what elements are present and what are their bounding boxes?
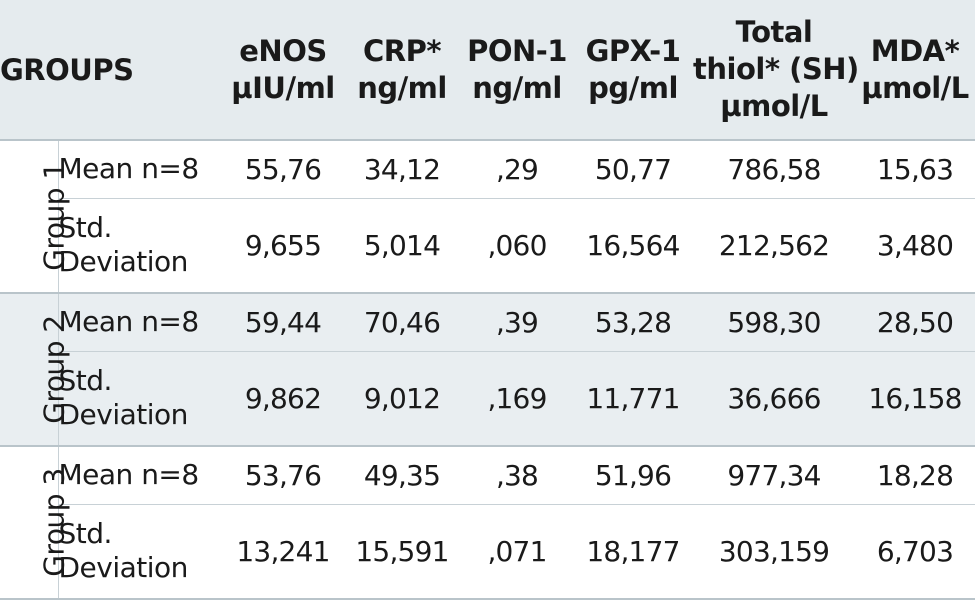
column-header-line: CRP* [362,33,442,68]
table-row: Std. Deviation 9,655 5,014 ,060 16,564 2… [0,198,975,293]
table-row: Std. Deviation 13,241 15,591 ,071 18,177… [0,504,975,599]
group-label-cell: Group 2 [0,293,71,446]
std-label-line: Std. [58,364,113,398]
group-label: Group 1 [37,162,71,271]
group-2-block: Group 2 Mean n=8 59,44 70,46 ,39 53,28 5… [0,293,975,446]
table-cell: ,071 [487,534,547,568]
table-cell: 16,158 [868,381,962,415]
table-cell: 50,77 [573,140,694,199]
table-cell: 786,58 [693,140,856,199]
std-label-line: Std. [58,517,113,551]
table-cell: 212,562 [718,228,830,262]
column-header-line: thiol* (SH) [693,52,859,86]
column-header-line: MDA* [870,33,960,68]
std-label-line: Std. [58,211,113,245]
column-header-unit: µmol/L [861,70,969,105]
table-row: Group 2 Mean n=8 59,44 70,46 ,39 53,28 5… [0,293,975,446]
std-label-line: Deviation [58,245,189,279]
table-cell: 28,50 [855,293,975,352]
mean-label: Mean n=8 [58,293,224,352]
column-header-line: PON-1 [467,33,567,68]
table-cell: 16,564 [586,228,680,262]
table-cell: 53,28 [573,293,694,352]
groups-header: GROUPS [0,52,134,87]
std-label-line: Deviation [58,551,189,585]
table-cell: 9,655 [244,228,322,262]
table-cell: 70,46 [343,293,462,352]
mean-label: Mean n=8 [58,140,224,199]
group-3-block: Group 3 Mean n=8 53,76 49,35 ,38 51,96 9… [0,446,975,599]
table-cell: 13,241 [236,534,330,568]
column-header-unit: µIU/ml [231,70,335,105]
table-cell: 15,591 [355,534,449,568]
table-cell: 303,159 [718,534,830,568]
table-row: Std. Deviation 9,862 9,012 ,169 11,771 3… [0,351,975,446]
table-cell: 977,34 [693,446,856,505]
mean-label: Mean n=8 [58,446,224,505]
column-header-pon1: PON-1 ng/ml [461,0,573,140]
table-cell: 11,771 [586,381,680,415]
column-header-mda: MDA* µmol/L [855,0,975,140]
column-header-total-thiol: Total thiol* (SH) µmol/L [693,0,859,140]
table-cell: 36,666 [727,381,821,415]
table-cell: 18,177 [586,534,680,568]
table-cell: 9,012 [363,381,441,415]
table-cell: ,060 [487,228,547,262]
std-label: Std. Deviation [58,504,223,599]
column-header-unit: µmol/L [720,89,828,123]
group-label: Group 3 [37,468,71,577]
table-cell: 51,96 [573,446,694,505]
table-cell: 59,44 [223,293,344,352]
group-label-cell: Group 1 [0,140,71,293]
column-header-unit: ng/ml [357,70,447,105]
std-label: Std. Deviation [58,198,223,293]
table-cell: ,39 [461,293,574,352]
table-cell: ,38 [461,446,574,505]
group-1-block: Group 1 Mean n=8 55,76 34,12 ,29 50,77 7… [0,140,975,293]
table-cell: 9,862 [244,381,322,415]
column-header-line: Total [735,15,813,49]
table-cell: 5,014 [363,228,441,262]
table-row: Group 1 Mean n=8 55,76 34,12 ,29 50,77 7… [0,140,975,293]
column-header-enos: eNOS µIU/ml [223,0,343,140]
table-cell: 598,30 [693,293,856,352]
table-header-row: GROUPS eNOS µIU/ml CRP* ng/ml PON-1 ng/m… [0,0,975,140]
column-header-line: GPX-1 [585,33,681,68]
table-row: Group 3 Mean n=8 53,76 49,35 ,38 51,96 9… [0,446,975,599]
table-cell: 49,35 [343,446,462,505]
table-cell: ,169 [487,381,547,415]
table-cell: 55,76 [223,140,344,199]
column-header-unit: ng/ml [472,70,562,105]
group-label: Group 2 [37,315,71,424]
table-cell: 53,76 [223,446,344,505]
table-cell: 15,63 [855,140,975,199]
group-label-cell: Group 3 [0,446,71,599]
column-header-line: eNOS [239,33,327,68]
table-cell: 34,12 [343,140,462,199]
column-header-crp: CRP* ng/ml [343,0,461,140]
column-header-gpx1: GPX-1 pg/ml [573,0,693,140]
std-label: Std. Deviation [58,351,223,446]
column-header-unit: pg/ml [588,70,678,105]
table-cell: 3,480 [876,228,954,262]
std-label-line: Deviation [58,398,189,432]
table-cell: 18,28 [855,446,975,505]
table-cell: ,29 [461,140,574,199]
table-cell: 6,703 [876,534,954,568]
